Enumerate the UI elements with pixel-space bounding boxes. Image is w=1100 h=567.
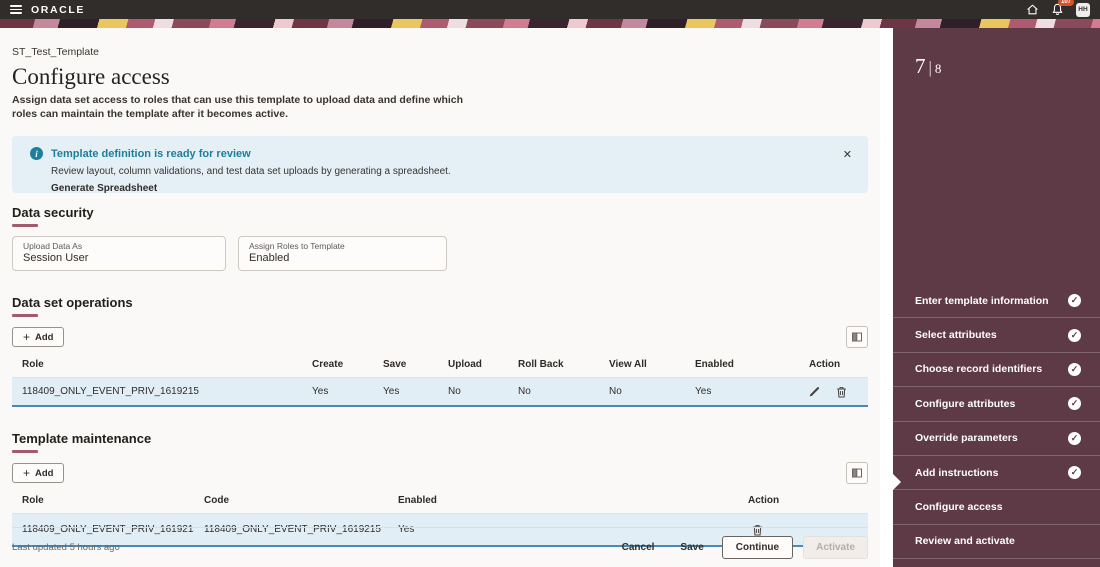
heading-accent-bar: [12, 314, 38, 318]
heading-accent-bar: [12, 450, 38, 454]
manage-columns-button[interactable]: [846, 462, 868, 485]
page-title: Configure access: [12, 64, 170, 89]
step-progress-indicator: 7 | 8: [893, 28, 1100, 79]
step-override-parameters[interactable]: Override parameters ✓: [893, 422, 1100, 456]
check-icon: ✓: [1068, 362, 1081, 376]
check-icon: ✓: [1068, 397, 1081, 411]
info-banner: i Template definition is ready for revie…: [12, 136, 868, 195]
step-configure-access[interactable]: Configure access ✓: [893, 490, 1100, 525]
page-footer: Last updated 5 hours ago Cancel Save Con…: [12, 527, 868, 567]
template-maintenance-heading: Template maintenance: [12, 431, 152, 447]
stepper-sidebar: 7 | 8 Enter template information ✓ Select …: [893, 28, 1100, 567]
ops-table-header: Role Create Save Upload Roll Back View A…: [12, 353, 868, 379]
data-security-section: Data security Upload Data As Session Use…: [12, 205, 868, 272]
field-value: Session User: [23, 252, 89, 265]
template-name: ST_Test_Template: [12, 46, 99, 58]
content-sidebar-gutter: [880, 28, 901, 567]
continue-button[interactable]: Continue: [721, 536, 794, 559]
tm-table-header: Role Code Enabled Action: [12, 489, 868, 515]
tm-table-row[interactable]: 118409_ONLY_EVENT_PRIV_1619215 118409_ON…: [12, 514, 868, 548]
user-avatar[interactable]: HH: [1076, 2, 1090, 17]
oracle-logo: ORACLE: [31, 3, 85, 16]
step-choose-record-identifiers[interactable]: Choose record identifiers ✓: [893, 353, 1100, 388]
current-step-number: 7: [915, 54, 926, 78]
topbar-actions: 107 HH: [1026, 0, 1090, 17]
generate-spreadsheet-link[interactable]: Generate Spreadsheet: [51, 183, 158, 195]
step-review-and-activate[interactable]: Review and activate ✓: [893, 525, 1100, 560]
check-icon: ✓: [1068, 328, 1081, 342]
step-select-attributes[interactable]: Select attributes ✓: [893, 318, 1100, 353]
plus-icon: +: [23, 466, 31, 481]
field-label: Assign Roles to Template: [249, 241, 345, 252]
field-label: Upload Data As: [23, 241, 83, 252]
total-steps-number: 8: [934, 61, 942, 76]
manage-columns-button[interactable]: [846, 326, 868, 349]
add-role-button[interactable]: + Add: [12, 327, 65, 348]
check-icon: ✓: [1068, 431, 1081, 445]
trash-icon[interactable]: [752, 524, 763, 536]
hamburger-menu-icon[interactable]: [10, 5, 22, 14]
step-configure-attributes[interactable]: Configure attributes ✓: [893, 387, 1100, 422]
banner-body: Review layout, column validations, and t…: [51, 166, 451, 178]
field-value: Enabled: [249, 252, 290, 265]
activate-button: Activate: [803, 536, 868, 559]
step-enter-template-information[interactable]: Enter template information ✓: [893, 284, 1100, 319]
last-updated-text: Last updated 5 hours ago: [12, 542, 120, 553]
decorative-banner-strip: [0, 19, 1100, 28]
heading-accent-bar: [12, 224, 38, 228]
notifications-bell-icon[interactable]: 107: [1051, 0, 1075, 16]
ops-table-row[interactable]: 118409_ONLY_EVENT_PRIV_1619215 Yes Yes N…: [12, 378, 868, 408]
top-bar: ORACLE 107 HH: [0, 0, 1100, 19]
steps-list: Enter template information ✓ Select attr…: [893, 284, 1100, 560]
data-security-heading: Data security: [12, 205, 94, 221]
notification-count-badge: 107: [1058, 0, 1075, 6]
assign-roles-to-template-field: Assign Roles to Template Enabled: [238, 236, 447, 272]
upload-data-as-field: Upload Data As Session User: [12, 236, 226, 272]
home-icon[interactable]: [1026, 3, 1039, 16]
data-set-operations-heading: Data set operations: [12, 295, 133, 311]
template-maintenance-section: Template maintenance + Add: [12, 431, 868, 548]
step-count-separator: |: [928, 58, 932, 77]
add-maintenance-role-button[interactable]: + Add: [12, 463, 65, 484]
save-button[interactable]: Save: [672, 536, 711, 559]
plus-icon: +: [23, 330, 31, 345]
current-step-pointer: [893, 474, 901, 490]
close-icon[interactable]: ✕: [842, 149, 852, 162]
page-description: Assign data set access to roles that can…: [12, 94, 464, 120]
step-add-instructions[interactable]: Add instructions ✓: [893, 456, 1100, 491]
cancel-button[interactable]: Cancel: [614, 536, 663, 559]
edit-icon[interactable]: [809, 386, 820, 397]
main-content: ST_Test_Template Configure access Assign…: [0, 28, 880, 567]
check-icon: ✓: [1068, 294, 1081, 308]
banner-title: Template definition is ready for review: [51, 147, 251, 160]
check-icon: ✓: [1068, 466, 1081, 480]
info-icon: i: [30, 147, 43, 161]
data-set-operations-section: Data set operations + Add: [12, 295, 868, 408]
trash-icon[interactable]: [836, 386, 847, 398]
